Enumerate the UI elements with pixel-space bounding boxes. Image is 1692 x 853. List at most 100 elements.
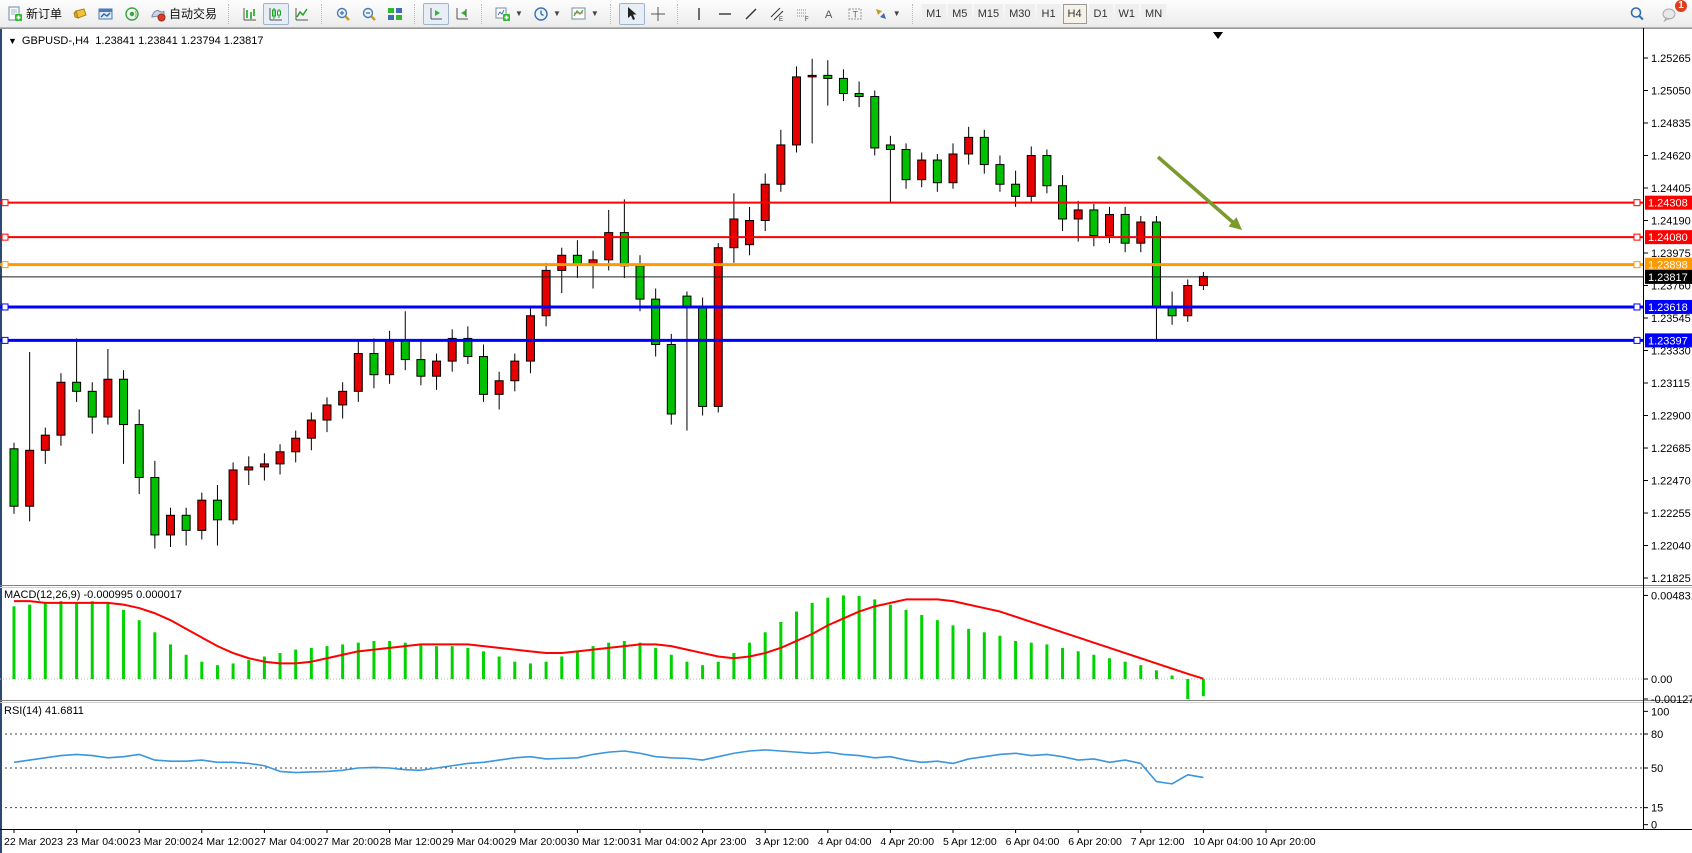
auto-trading-button[interactable]: 自动交易: [145, 3, 222, 25]
timeframe-m5-button[interactable]: M5: [947, 3, 972, 24]
candle-body[interactable]: [400, 339, 410, 361]
candle-body[interactable]: [932, 159, 942, 184]
candle-body[interactable]: [322, 404, 332, 421]
candle-body[interactable]: [776, 144, 786, 185]
line-handle[interactable]: [1, 199, 9, 207]
zoom-out-button[interactable]: [356, 3, 382, 25]
search-button[interactable]: [1624, 3, 1650, 25]
signals-button[interactable]: [119, 3, 145, 25]
candle-body[interactable]: [885, 144, 895, 150]
candle-body[interactable]: [1183, 285, 1193, 317]
timeframe-h1-button[interactable]: H1: [1036, 3, 1061, 24]
candle-body[interactable]: [651, 298, 661, 345]
candle-body[interactable]: [103, 378, 113, 418]
candle-body[interactable]: [666, 343, 676, 415]
candle-body[interactable]: [635, 265, 645, 300]
candle-body[interactable]: [494, 380, 504, 395]
candle-body[interactable]: [917, 159, 927, 181]
price-chart-canvas[interactable]: 1.21825 1.22040 1.22255 1.22470 1.22685 1.229…: [0, 28, 1692, 853]
period-button[interactable]: ▼: [528, 3, 566, 25]
candle-body[interactable]: [604, 232, 614, 261]
arrows-tool-button[interactable]: ▼: [868, 3, 906, 25]
line-handle[interactable]: [1, 261, 9, 269]
candle-body[interactable]: [995, 164, 1005, 185]
line-handle[interactable]: [1, 233, 9, 241]
text-tool-button[interactable]: A: [816, 3, 842, 25]
indicator-window-button[interactable]: [423, 2, 450, 25]
candle-body[interactable]: [1042, 155, 1052, 187]
candle-body[interactable]: [181, 514, 191, 531]
candle-body[interactable]: [353, 353, 363, 392]
trendline-tool-button[interactable]: [738, 3, 764, 25]
chart-dropdown-icon[interactable]: ▼: [8, 36, 17, 46]
candle-body[interactable]: [572, 254, 582, 265]
candle-body[interactable]: [40, 434, 50, 451]
candle-body[interactable]: [134, 424, 144, 478]
candle-body[interactable]: [291, 437, 301, 453]
candle-body[interactable]: [682, 295, 692, 308]
objects-window-button[interactable]: [449, 3, 475, 25]
line-handle[interactable]: [1633, 233, 1641, 241]
timeframe-w1-button[interactable]: W1: [1114, 3, 1140, 24]
chart-type-bars-button[interactable]: [237, 3, 263, 25]
candle-body[interactable]: [745, 220, 755, 246]
timeframe-d1-button[interactable]: D1: [1088, 3, 1113, 24]
candle-body[interactable]: [244, 466, 254, 471]
timeframe-m1-button[interactable]: M1: [921, 3, 946, 24]
timeframe-h4-button[interactable]: H4: [1062, 3, 1087, 24]
candle-body[interactable]: [1136, 221, 1146, 244]
line-handle[interactable]: [1633, 303, 1641, 311]
line-handle[interactable]: [1, 303, 9, 311]
channel-tool-button[interactable]: E: [764, 3, 790, 25]
new-order-button[interactable]: 新订单: [2, 3, 67, 25]
zoom-in-button[interactable]: [330, 3, 356, 25]
candle-body[interactable]: [87, 390, 97, 418]
candle-body[interactable]: [823, 74, 833, 79]
candle-body[interactable]: [463, 337, 473, 358]
candle-body[interactable]: [259, 463, 269, 468]
candle-body[interactable]: [197, 499, 207, 531]
candle-body[interactable]: [854, 93, 864, 98]
candle-body[interactable]: [557, 254, 567, 271]
line-handle[interactable]: [1, 336, 9, 344]
candle-body[interactable]: [1026, 155, 1036, 197]
timeframe-mn-button[interactable]: MN: [1141, 3, 1167, 24]
candle-body[interactable]: [1089, 209, 1099, 237]
notifications-button[interactable]: 1: [1656, 0, 1687, 25]
candle-body[interactable]: [870, 96, 880, 149]
candle-body[interactable]: [369, 353, 379, 376]
chart-shift-marker-icon[interactable]: [1213, 32, 1223, 39]
gold-symbol-button[interactable]: [67, 3, 93, 25]
candle-body[interactable]: [447, 337, 457, 362]
candle-body[interactable]: [698, 306, 708, 407]
candle-body[interactable]: [306, 419, 316, 439]
text-label-tool-button[interactable]: T: [842, 3, 868, 25]
chart-window[interactable]: 1.21825 1.22040 1.22255 1.22470 1.22685 1.229…: [0, 28, 1692, 853]
candle-body[interactable]: [510, 360, 520, 382]
candle-body[interactable]: [416, 359, 426, 377]
candle-body[interactable]: [338, 390, 348, 406]
candle-body[interactable]: [479, 356, 488, 395]
candle-body[interactable]: [948, 153, 958, 184]
candle-body[interactable]: [275, 451, 285, 465]
template-button[interactable]: ▼: [566, 3, 604, 25]
chart-type-candles-button[interactable]: [263, 2, 290, 25]
candle-body[interactable]: [212, 499, 222, 521]
candle-body[interactable]: [901, 148, 911, 181]
add-indicator-button[interactable]: ▼: [490, 3, 528, 25]
candle-body[interactable]: [56, 381, 66, 436]
candle-body[interactable]: [1120, 213, 1130, 244]
chart-type-line-button[interactable]: [289, 3, 315, 25]
candle-body[interactable]: [166, 514, 175, 536]
tile-windows-button[interactable]: [382, 3, 408, 25]
line-handle[interactable]: [1633, 199, 1641, 207]
candle-body[interactable]: [964, 136, 974, 155]
candle-body[interactable]: [385, 339, 395, 376]
timeframe-m15-button[interactable]: M15: [973, 3, 1004, 24]
candle-body[interactable]: [729, 218, 739, 249]
candle-body[interactable]: [1198, 275, 1208, 287]
candle-body[interactable]: [807, 74, 817, 78]
line-handle[interactable]: [1633, 336, 1641, 344]
timeframe-m30-button[interactable]: M30: [1005, 3, 1035, 24]
candle-body[interactable]: [119, 378, 129, 426]
